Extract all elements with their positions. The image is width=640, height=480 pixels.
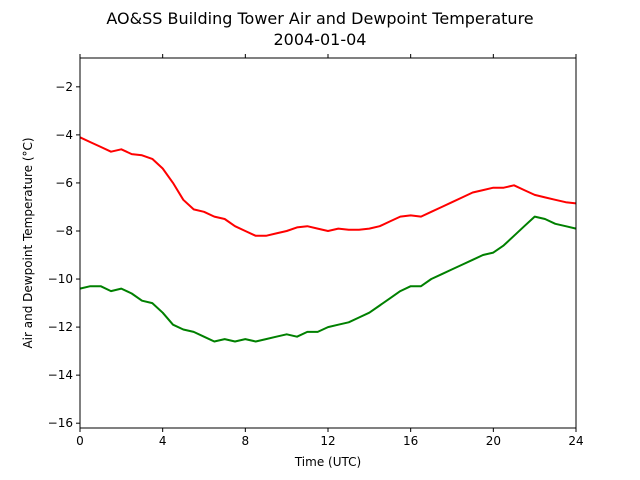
x-tick-label: 24 <box>568 434 583 448</box>
y-tick-label: −14 <box>48 368 73 382</box>
series-1-line <box>79 136 577 237</box>
x-tick-label: 0 <box>76 434 84 448</box>
y-tick-label: −12 <box>48 320 73 334</box>
chart-title: AO&SS Building Tower Air and Dewpoint Te… <box>106 9 533 28</box>
y-tick-label: −10 <box>48 272 73 286</box>
y-tick-label: −8 <box>55 224 73 238</box>
x-tick-label: 16 <box>403 434 418 448</box>
x-axis-label: Time (UTC) <box>294 455 361 469</box>
y-tick-label: −2 <box>55 80 73 94</box>
x-tick-label: 4 <box>159 434 167 448</box>
series-layer <box>79 136 577 343</box>
chart-subtitle: 2004-01-04 <box>274 30 367 49</box>
y-tick-label: −6 <box>55 176 73 190</box>
y-tick-label: −4 <box>55 128 73 142</box>
x-tick-label: 8 <box>242 434 250 448</box>
x-tick-label: 20 <box>486 434 501 448</box>
x-tick-label: 12 <box>320 434 335 448</box>
series-2-line <box>79 215 577 343</box>
y-tick-label: −16 <box>48 416 73 430</box>
y-axis-label: Air and Dewpoint Temperature (°C) <box>21 137 35 348</box>
plot-frame <box>79 57 577 429</box>
axis-layer: 0 4 8 12 16 20 24 −16 −14 −12 −10 −8 −6 −4 −2 <box>48 54 584 448</box>
